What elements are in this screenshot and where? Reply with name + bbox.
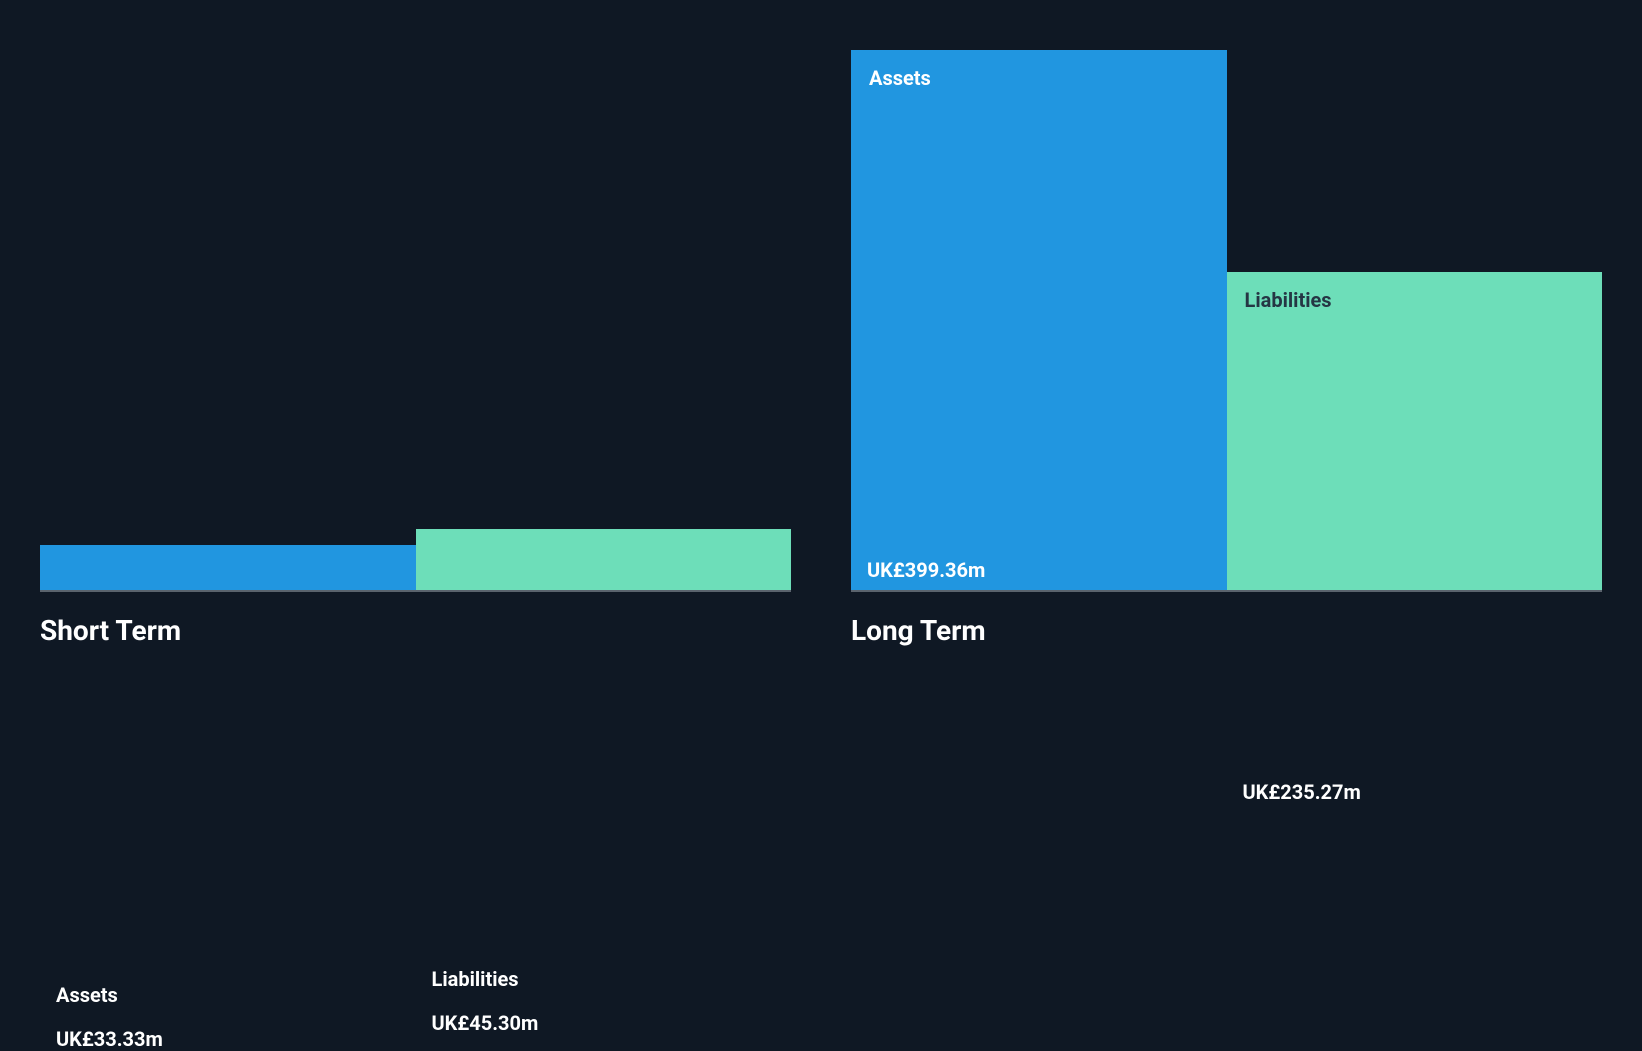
value-label-above: UK£399.36m: [867, 558, 985, 582]
bar-fill-liabilities: Liabilities: [1227, 272, 1603, 590]
group-long-term: Assets UK£399.36m Liabilities UK£235.27m…: [851, 50, 1602, 668]
group-title-long-term: Long Term: [851, 614, 1602, 647]
category-label-inside: Assets: [869, 66, 931, 90]
bars-row: Assets UK£399.36m Liabilities UK£235.27m: [851, 50, 1602, 590]
category-label-inside: Liabilities: [1245, 288, 1332, 312]
value-label-above: UK£33.33m: [56, 1027, 163, 1051]
axis-baseline: [40, 590, 791, 592]
bar-fill-assets: [40, 545, 416, 590]
category-label-above: Liabilities: [432, 967, 519, 991]
bars-area-long-term: Assets UK£399.36m Liabilities UK£235.27m: [851, 50, 1602, 590]
value-label-above: UK£45.30m: [432, 1011, 539, 1035]
bars-row: Assets UK£33.33m Liabilities UK£45.30m: [40, 50, 791, 590]
category-label-above: Assets: [56, 983, 118, 1007]
value-label-above: UK£235.27m: [1243, 780, 1361, 804]
bar-fill-assets: Assets: [851, 50, 1227, 590]
axis-baseline: [851, 590, 1602, 592]
bar-fill-liabilities: [416, 529, 792, 590]
group-short-term: Assets UK£33.33m Liabilities UK£45.30m S…: [40, 50, 791, 668]
financial-position-chart: Assets UK£33.33m Liabilities UK£45.30m S…: [0, 0, 1642, 668]
bars-area-short-term: Assets UK£33.33m Liabilities UK£45.30m: [40, 50, 791, 590]
group-title-short-term: Short Term: [40, 614, 791, 647]
